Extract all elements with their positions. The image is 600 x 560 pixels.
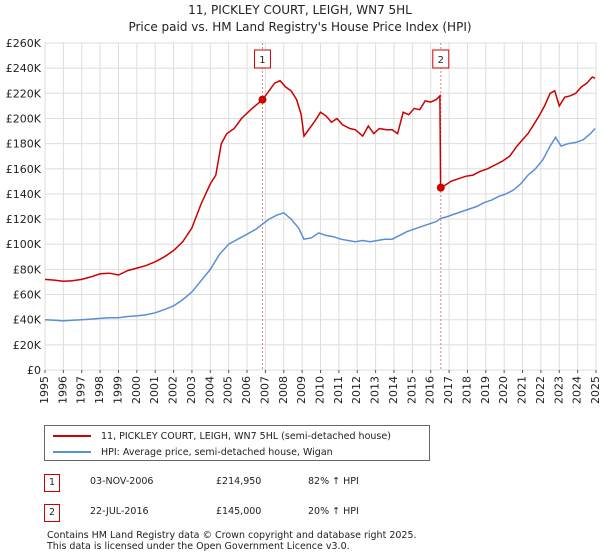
x-tick-label: 2017: [442, 376, 455, 404]
transaction-marker-badge: 1: [44, 474, 60, 492]
x-tick-label: 1999: [111, 376, 124, 404]
x-tick-label: 2002: [167, 376, 180, 404]
y-tick-label: £40K: [13, 314, 42, 327]
y-tick-label: £60K: [13, 289, 42, 302]
transaction-hpi-change: 20% ↑ HPI: [308, 506, 359, 517]
y-tick-label: £80K: [13, 263, 42, 276]
x-tick-label: 2014: [387, 376, 400, 404]
legend-swatch-property: [53, 435, 91, 437]
x-tick-label: 2004: [203, 376, 216, 404]
x-tick-label: 2013: [369, 376, 382, 404]
legend: 11, PICKLEY COURT, LEIGH, WN7 5HL (semi-…: [44, 425, 430, 461]
legend-label-hpi: HPI: Average price, semi-detached house,…: [101, 446, 333, 458]
footer-license: This data is licensed under the Open Gov…: [47, 541, 350, 552]
x-tick-label: 2016: [424, 376, 437, 404]
annotation-badge: [253, 49, 271, 69]
x-tick-label: 2011: [332, 376, 345, 404]
y-tick-label: £0: [27, 364, 41, 377]
x-tick-label: 2000: [130, 376, 143, 404]
x-tick-label: 2022: [534, 376, 547, 404]
chart-subtitle: Price paid vs. HM Land Registry's House …: [128, 20, 472, 34]
series-line: [44, 76, 596, 283]
transaction-date: 22-JUL-2016: [90, 506, 149, 517]
y-tick-label: £220K: [6, 87, 42, 100]
x-tick-label: 2025: [589, 376, 600, 404]
legend-swatch-hpi: [53, 451, 91, 453]
y-tick-label: £180K: [6, 138, 42, 151]
x-tick-label: 2009: [295, 376, 308, 404]
y-tick-label: £120K: [6, 213, 42, 226]
price-chart: £0 £20K £40K £60K £80K £100K £120K £140K £160K £1…: [6, 37, 600, 404]
y-tick-label: £100K: [6, 238, 42, 251]
x-tick-label: 1998: [93, 376, 106, 404]
x-tick-label: 1997: [75, 376, 88, 404]
y-tick-label: £140K: [6, 188, 42, 201]
y-tick-label: £240K: [6, 62, 42, 75]
footer: Contains HM Land Registry data © Crown c…: [47, 530, 417, 552]
transaction-hpi-change: 82% ↑ HPI: [308, 476, 359, 487]
transaction-row: 2 22-JUL-2016 £145,000 20% ↑ HPI: [44, 504, 564, 522]
y-tick-label: £160K: [6, 163, 42, 176]
x-tick-label: 2020: [497, 376, 510, 404]
sale-point-marker: [258, 95, 267, 104]
x-tick-label: 2005: [222, 376, 235, 404]
x-tick-label: 2019: [479, 376, 492, 404]
legend-item-hpi: HPI: Average price, semi-detached house,…: [53, 445, 333, 459]
annotation-label: 1: [259, 55, 265, 66]
transaction-price: £145,000: [216, 506, 262, 517]
x-tick-label: 2021: [516, 376, 529, 404]
x-tick-label: 2003: [185, 376, 198, 404]
x-tick-label: 2006: [240, 376, 253, 404]
transaction-date: 03-NOV-2006: [90, 476, 154, 487]
x-tick-label: 2001: [148, 376, 161, 404]
x-tick-label: 2010: [314, 376, 327, 404]
x-tick-label: 2023: [552, 376, 565, 404]
x-tick-label: 2018: [460, 376, 473, 404]
series-line: [44, 127, 596, 322]
transaction-price: £214,950: [216, 476, 262, 487]
transaction-marker-badge: 2: [44, 504, 60, 522]
annotation-badge: [432, 49, 450, 69]
x-tick-label: 2015: [405, 376, 418, 404]
x-tick-label: 2007: [258, 376, 271, 404]
transaction-row: 1 03-NOV-2006 £214,950 82% ↑ HPI: [44, 474, 564, 492]
y-tick-label: £260K: [6, 37, 42, 50]
x-tick-label: 2024: [571, 376, 584, 404]
footer-copyright: Contains HM Land Registry data © Crown c…: [47, 530, 417, 541]
x-tick-label: 2012: [350, 376, 363, 404]
annotation-label: 2: [438, 55, 444, 66]
y-tick-label: £20K: [13, 339, 42, 352]
chart-title: 11, PICKLEY COURT, LEIGH, WN7 5HL: [188, 3, 412, 17]
y-tick-label: £200K: [6, 112, 42, 125]
x-tick-label: 2008: [277, 376, 290, 404]
x-tick-label: 1996: [56, 376, 69, 404]
x-tick-label: 1995: [38, 376, 51, 404]
legend-label-property: 11, PICKLEY COURT, LEIGH, WN7 5HL (semi-…: [101, 430, 391, 442]
legend-item-property: 11, PICKLEY COURT, LEIGH, WN7 5HL (semi-…: [53, 429, 391, 443]
sale-point-marker: [436, 183, 445, 192]
